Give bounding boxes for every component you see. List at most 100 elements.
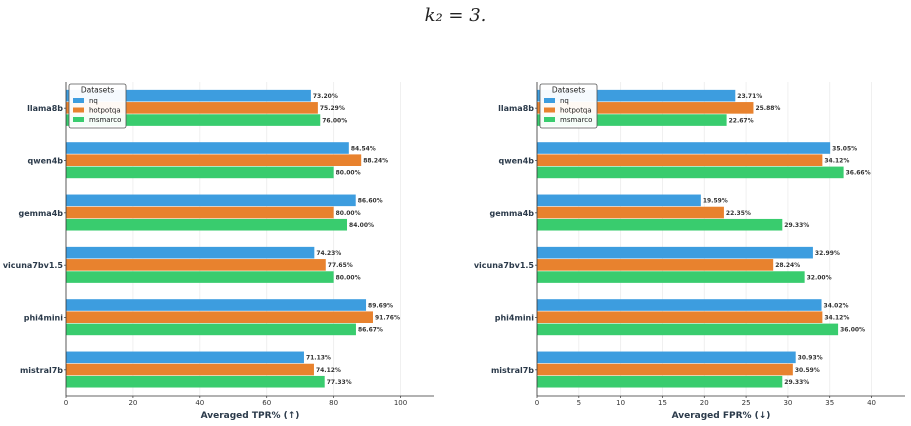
- data-label-1-llama8b-nq: 23.71%: [737, 93, 762, 100]
- legend-label-0-hotpotqa: hotpotqa: [89, 107, 121, 115]
- bar-0-qwen4b-hotpotqa: [66, 154, 362, 166]
- data-label-1-vicuna7bv1.5-msmarco: 32.00%: [807, 274, 832, 281]
- y-tick-label-0-4: phi4mini: [24, 314, 64, 323]
- legend-swatch-1-msmarco: [544, 117, 555, 122]
- data-label-0-mistral7b-hotpotqa: 74.12%: [316, 367, 341, 374]
- data-label-1-phi4mini-hotpotqa: 34.12%: [824, 315, 849, 322]
- bar-1-llama8b-nq: [537, 89, 736, 102]
- data-label-0-gemma4b-nq: 86.60%: [358, 198, 383, 205]
- data-label-0-gemma4b-msmarco: 84.00%: [349, 222, 374, 229]
- bar-0-mistral7b-nq: [66, 351, 304, 364]
- bar-1-qwen4b-nq: [537, 142, 831, 154]
- y-tick-label-1-1: qwen4b: [498, 157, 534, 166]
- data-label-1-vicuna7bv1.5-hotpotqa: 28.24%: [775, 262, 800, 269]
- bar-0-mistral7b-hotpotqa: [66, 363, 314, 376]
- data-label-0-vicuna7bv1.5-hotpotqa: 77.65%: [328, 262, 353, 269]
- bar-1-mistral7b-hotpotqa: [537, 363, 793, 376]
- data-label-1-gemma4b-nq: 19.59%: [703, 198, 728, 205]
- data-label-0-gemma4b-hotpotqa: 80.00%: [336, 210, 361, 217]
- x-tick-label-1-7: 35: [825, 399, 834, 407]
- x-tick-label-1-1: 5: [577, 399, 581, 407]
- data-label-0-mistral7b-msmarco: 77.33%: [327, 379, 352, 386]
- data-label-0-vicuna7bv1.5-msmarco: 80.00%: [336, 274, 361, 281]
- x-tick-label-0-4: 80: [329, 399, 338, 407]
- bar-0-qwen4b-nq: [66, 142, 349, 154]
- bar-1-mistral7b-msmarco: [537, 375, 783, 388]
- bar-0-phi4mini-hotpotqa: [66, 311, 373, 323]
- data-label-1-gemma4b-hotpotqa: 22.35%: [726, 210, 751, 217]
- data-label-0-phi4mini-nq: 89.69%: [368, 302, 393, 309]
- bar-1-vicuna7bv1.5-nq: [537, 246, 813, 259]
- y-tick-label-0-3: vicuna7bv1.5: [3, 261, 64, 270]
- data-label-0-vicuna7bv1.5-nq: 74.23%: [316, 250, 341, 257]
- data-label-1-gemma4b-msmarco: 29.33%: [784, 222, 809, 229]
- y-tick-label-1-2: gemma4b: [489, 209, 534, 218]
- y-tick-label-1-0: llama8b: [498, 104, 534, 113]
- bar-1-phi4mini-hotpotqa: [537, 311, 823, 323]
- data-label-0-llama8b-msmarco: 76.00%: [322, 117, 347, 124]
- legend-swatch-0-msmarco: [73, 117, 84, 122]
- bar-1-phi4mini-nq: [537, 299, 822, 311]
- legend-title-0: Datasets: [81, 86, 114, 95]
- bar-1-gemma4b-hotpotqa: [537, 206, 724, 219]
- x-tick-label-0-0: 0: [64, 399, 68, 407]
- x-tick-label-0-3: 60: [262, 399, 271, 407]
- bar-0-mistral7b-msmarco: [66, 375, 325, 388]
- bar-0-qwen4b-msmarco: [66, 166, 334, 179]
- legend-label-0-msmarco: msmarco: [89, 116, 121, 124]
- x-tick-label-1-6: 30: [783, 399, 792, 407]
- data-label-0-mistral7b-nq: 71.13%: [306, 355, 331, 362]
- x-tick-label-0-5: 100: [394, 399, 407, 407]
- x-tick-label-1-4: 20: [700, 399, 709, 407]
- data-label-0-phi4mini-msmarco: 86.67%: [358, 327, 383, 334]
- bar-0-vicuna7bv1.5-nq: [66, 246, 315, 259]
- bar-1-vicuna7bv1.5-msmarco: [537, 271, 805, 283]
- y-tick-label-0-5: mistral7b: [20, 366, 63, 375]
- data-label-1-llama8b-msmarco: 22.67%: [729, 117, 754, 124]
- bar-1-mistral7b-nq: [537, 351, 796, 364]
- data-label-1-llama8b-hotpotqa: 25.88%: [755, 105, 780, 112]
- x-tick-label-1-8: 40: [867, 399, 876, 407]
- data-label-0-qwen4b-msmarco: 80.00%: [336, 170, 361, 177]
- x-axis-label-0: Averaged TPR% (↑): [201, 411, 300, 421]
- y-tick-label-0-1: qwen4b: [27, 157, 63, 166]
- legend-swatch-1-hotpotqa: [544, 107, 555, 113]
- bar-0-vicuna7bv1.5-hotpotqa: [66, 259, 326, 271]
- bar-1-llama8b-hotpotqa: [537, 102, 754, 114]
- data-label-1-phi4mini-msmarco: 36.00%: [840, 327, 865, 334]
- y-tick-label-1-5: mistral7b: [491, 366, 534, 375]
- data-label-0-llama8b-hotpotqa: 75.29%: [320, 105, 345, 112]
- legend-label-1-hotpotqa: hotpotqa: [560, 107, 592, 115]
- legend-label-0-nq: nq: [89, 97, 98, 105]
- bar-0-vicuna7bv1.5-msmarco: [66, 271, 334, 283]
- legend-title-1: Datasets: [552, 86, 585, 95]
- data-label-1-mistral7b-msmarco: 29.33%: [784, 379, 809, 386]
- bar-0-phi4mini-msmarco: [66, 323, 356, 336]
- legend-swatch-0-nq: [73, 98, 84, 103]
- data-label-0-qwen4b-nq: 84.54%: [351, 145, 376, 152]
- data-label-0-qwen4b-hotpotqa: 88.24%: [363, 158, 388, 165]
- data-label-0-llama8b-nq: 73.20%: [313, 93, 338, 100]
- bar-1-qwen4b-hotpotqa: [537, 154, 823, 166]
- data-label-1-qwen4b-hotpotqa: 34.12%: [824, 158, 849, 165]
- x-axis-label-1: Averaged FPR% (↓): [672, 411, 771, 421]
- bar-1-llama8b-msmarco: [537, 114, 727, 126]
- x-tick-label-1-0: 0: [535, 399, 539, 407]
- bar-0-llama8b-hotpotqa: [66, 102, 318, 114]
- bar-1-gemma4b-msmarco: [537, 218, 783, 231]
- bar-0-llama8b-msmarco: [66, 114, 321, 126]
- bar-1-gemma4b-nq: [537, 194, 701, 207]
- data-label-1-qwen4b-nq: 35.05%: [832, 145, 857, 152]
- y-tick-label-1-4: phi4mini: [495, 314, 535, 323]
- x-tick-label-1-2: 10: [616, 399, 625, 407]
- legend-swatch-0-hotpotqa: [73, 107, 84, 113]
- data-label-1-mistral7b-nq: 30.93%: [798, 355, 823, 362]
- x-tick-label-0-1: 20: [128, 399, 137, 407]
- data-label-1-vicuna7bv1.5-nq: 32.99%: [815, 250, 840, 257]
- bar-0-gemma4b-nq: [66, 194, 356, 207]
- legend-label-1-msmarco: msmarco: [560, 116, 592, 124]
- data-label-1-phi4mini-nq: 34.02%: [824, 302, 849, 309]
- data-label-1-qwen4b-msmarco: 36.66%: [846, 170, 871, 177]
- bar-1-vicuna7bv1.5-hotpotqa: [537, 259, 774, 271]
